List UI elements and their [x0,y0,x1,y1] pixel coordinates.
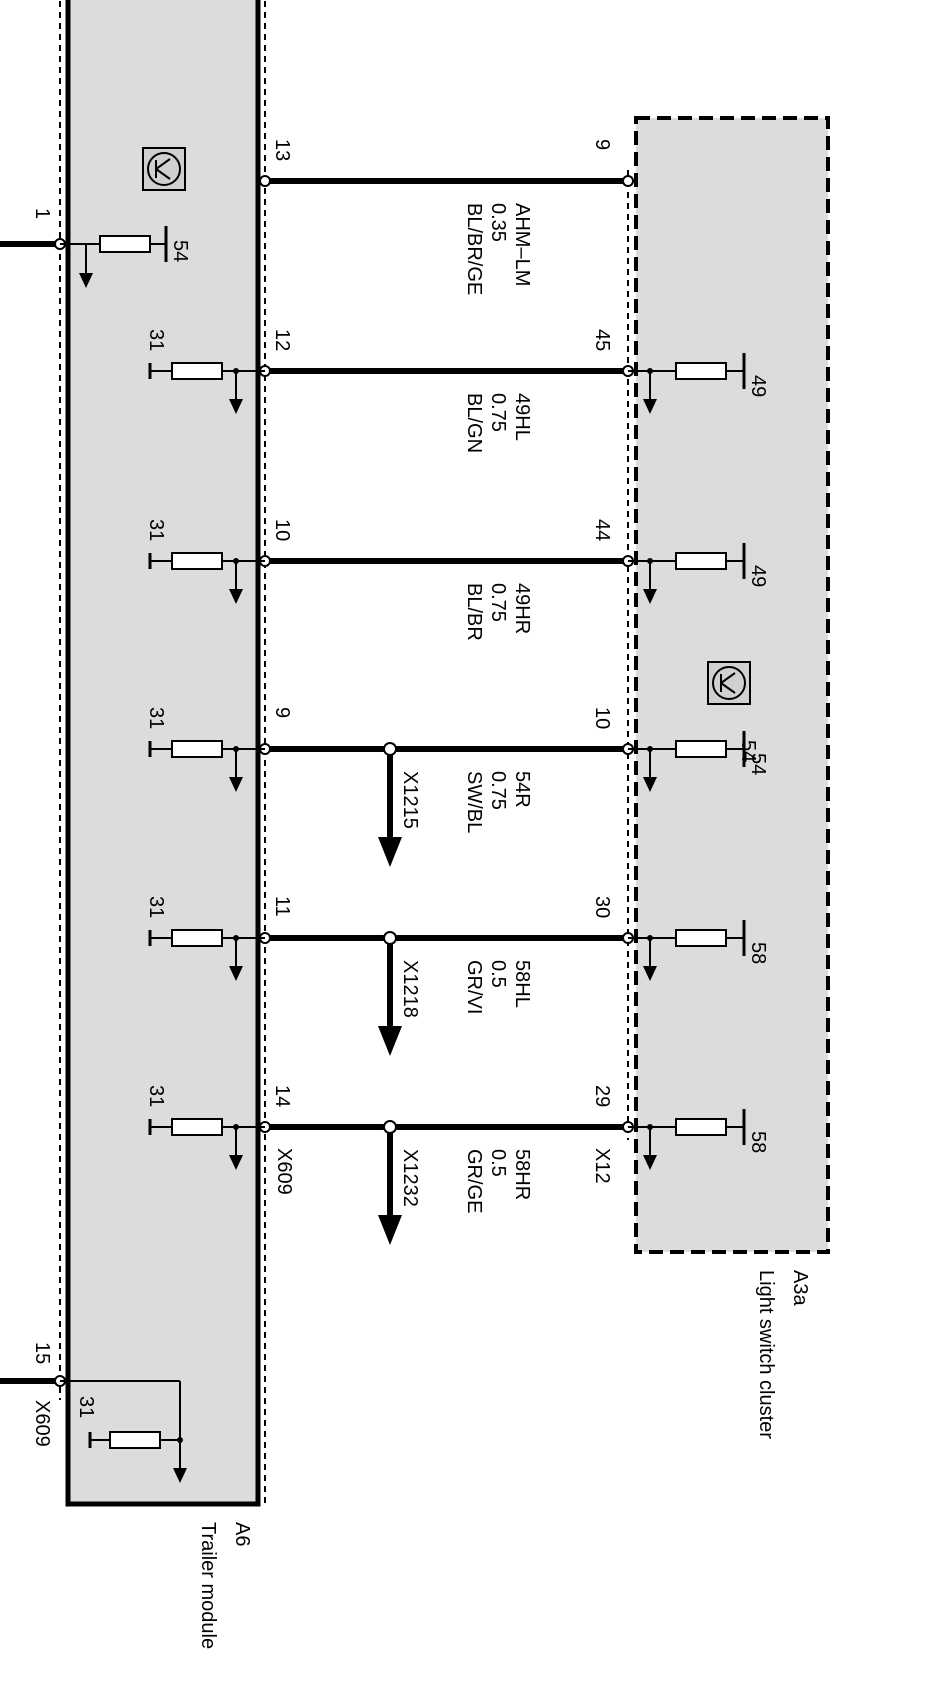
splice-point [383,742,397,756]
left-ground-label: 31 [145,1085,167,1107]
trailer-module-box [65,0,261,1507]
wire-signal-label: 49HL [511,393,533,441]
trailer-input-pin-number: 1 [31,208,53,219]
right-output-arrow [643,399,657,414]
left-output-arrow [229,589,243,604]
right-pin-number: 30 [591,896,613,918]
left-pin-number: 14 [271,1085,293,1107]
wire-color-label: BL/BR [463,583,485,641]
right-pin-number: 44 [591,519,613,541]
wire-gauge-label: 0.75 [487,771,509,810]
left-resistor [171,929,223,947]
right-pin-number: 29 [591,1085,613,1107]
right-pin-number: 45 [591,329,613,351]
wire-signal-label: 54R [511,771,533,808]
right-pin-terminal [622,175,634,187]
splice-point [383,931,397,945]
right-output-arrow [643,1155,657,1170]
left-ground-label: 31 [145,707,167,729]
wire-gauge-label: 0.75 [487,393,509,432]
trailer-module-name: Trailer module [197,1522,219,1649]
trailer-module-id: A6 [231,1522,253,1546]
transistor-icon [142,147,186,191]
left-resistor [171,1118,223,1136]
left-pin-number: 9 [271,707,293,718]
trailer-bottom-ground-label: 31 [75,1396,97,1418]
light-switch-id: A3a [789,1270,811,1306]
right-resistor [675,362,727,380]
trailer-input-pin-1 [0,226,168,288]
left-pin-number: 12 [271,329,293,351]
wire-color-label: BL/BR/GE [463,203,485,295]
wire-gauge-label: 0.5 [487,1149,509,1177]
left-ground-label: 31 [145,329,167,351]
right-ground-label: 58 [747,942,769,964]
right-resistor [675,1118,727,1136]
left-output-arrow [229,1155,243,1170]
left-output-arrow [229,399,243,414]
wire-color-label: BL/GN [463,393,485,453]
right-ground-label: 54 [747,753,769,775]
wire-signal-label: 58HL [511,960,533,1008]
splice-point [383,1120,397,1134]
left-resistor [171,552,223,570]
wire-gauge-label: 0.75 [487,583,509,622]
right-output-arrow [643,589,657,604]
splice-arrow [378,837,402,867]
left-pin-number: 11 [271,896,293,917]
wire-signal-label: 58HR [511,1149,533,1200]
light-switch-connector-label: X12 [591,1148,613,1184]
right-resistor [675,740,727,758]
wire-gauge-label: 0.35 [487,203,509,242]
left-pin-terminal [259,175,271,187]
left-output-arrow [229,777,243,792]
trailer-bottom-pin-number: 15 [31,1342,53,1364]
left-ground-label: 31 [145,896,167,918]
wire-gauge-label: 0.5 [487,960,509,988]
right-ground-label: 49 [747,565,769,587]
left-output-arrow [229,966,243,981]
splice-connector-label: X1218 [399,960,421,1018]
wire-color-label: SW/BL [463,771,485,833]
right-output-arrow [643,966,657,981]
left-pin-number: 10 [271,519,293,541]
wire-signal-label: 49HR [511,583,533,634]
splice-arrow [378,1026,402,1056]
right-pin-number: 10 [591,707,613,729]
splice-arrow [378,1215,402,1245]
wire-color-label: GR/VI [463,960,485,1014]
left-resistor [171,740,223,758]
transistor-icon [707,661,751,705]
splice-connector-label: X1215 [399,771,421,829]
trailer-bottom-connector: X609 [31,1400,53,1447]
splice-connector-label: X1232 [399,1149,421,1207]
left-resistor [171,362,223,380]
left-ground-label: 31 [145,519,167,541]
right-pin-number: 9 [591,139,613,150]
light-switch-name: Light switch cluster [755,1270,777,1439]
right-ground-label: 58 [747,1131,769,1153]
right-resistor [675,552,727,570]
right-output-arrow [643,777,657,792]
trailer-connector-label: X609 [273,1148,295,1195]
wire-color-label: GR/GE [463,1149,485,1213]
right-ground-label: 49 [747,375,769,397]
left-pin-number: 13 [271,139,293,161]
trailer-bottom-pin-15 [0,1375,187,1483]
trailer-input-terminal-label: 54 [169,240,191,262]
right-resistor [675,929,727,947]
wire-signal-label: AHM–LM [511,203,533,286]
